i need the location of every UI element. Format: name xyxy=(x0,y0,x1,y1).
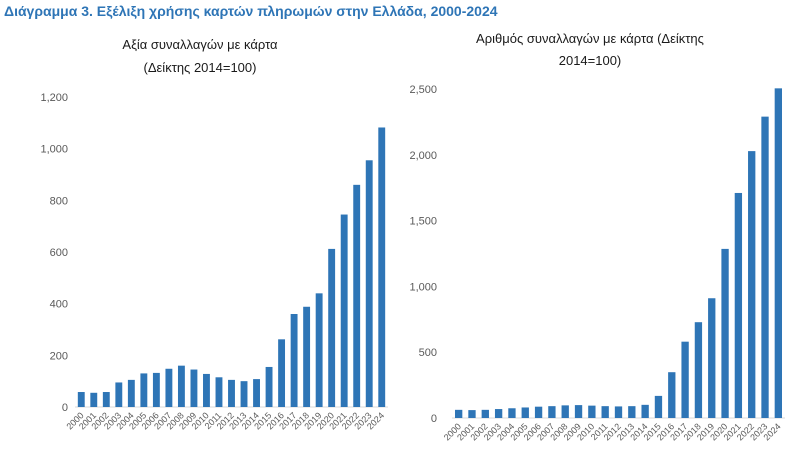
bar xyxy=(668,372,676,418)
bar xyxy=(190,369,198,407)
y-tick-label: 1,500 xyxy=(409,216,437,228)
bar xyxy=(203,373,210,407)
bar xyxy=(177,365,185,407)
bar xyxy=(278,339,286,407)
bar xyxy=(328,248,336,407)
y-tick-label: 500 xyxy=(419,347,437,359)
y-tick-label: 0 xyxy=(431,413,437,425)
bar xyxy=(694,322,703,418)
y-tick-label: 400 xyxy=(50,299,68,311)
bar xyxy=(315,293,323,407)
bar xyxy=(253,379,260,407)
bar xyxy=(548,406,556,418)
bar xyxy=(534,406,543,418)
bar xyxy=(115,382,123,407)
bar xyxy=(102,392,110,407)
bar xyxy=(494,409,503,418)
bar xyxy=(77,392,85,407)
bar xyxy=(761,116,769,419)
bar xyxy=(614,406,623,418)
chart-title: Αξία συναλλαγών με κάρτα xyxy=(122,37,278,52)
bar xyxy=(365,160,373,407)
y-tick-label: 2,500 xyxy=(409,84,437,96)
bar xyxy=(215,377,223,407)
bar xyxy=(481,409,489,418)
y-tick-label: 200 xyxy=(50,350,68,362)
bar xyxy=(588,405,596,418)
chart-subtitle: 2014=100) xyxy=(559,53,622,68)
bar xyxy=(127,379,135,407)
bar xyxy=(561,405,569,418)
bar xyxy=(708,298,716,418)
figure-title: Διάγραμμα 3. Εξέλιξη χρήσης καρτών πληρω… xyxy=(4,3,498,19)
bar xyxy=(721,248,729,418)
y-tick-label: 1,000 xyxy=(40,144,68,156)
bar xyxy=(228,379,235,407)
chart-title: Αριθμός συναλλαγών με κάρτα (Δείκτης xyxy=(476,31,704,46)
bar xyxy=(140,373,148,407)
bar xyxy=(90,392,98,407)
bar xyxy=(734,192,743,418)
bar xyxy=(454,409,463,418)
y-tick-label: 600 xyxy=(50,247,68,259)
bar xyxy=(681,341,689,418)
bar xyxy=(574,405,583,418)
bar xyxy=(353,184,361,407)
bar xyxy=(340,214,348,407)
bar xyxy=(641,404,649,418)
y-tick-label: 1,200 xyxy=(40,92,68,104)
y-tick-label: 0 xyxy=(62,402,68,414)
bar xyxy=(303,306,311,407)
bar xyxy=(774,88,783,418)
bar xyxy=(521,407,529,418)
bar xyxy=(748,151,756,418)
bar xyxy=(165,368,173,407)
bar xyxy=(628,406,636,418)
bar xyxy=(601,406,609,418)
bar xyxy=(290,314,298,407)
bar xyxy=(265,366,273,407)
bar xyxy=(152,372,160,407)
bar xyxy=(508,408,516,418)
y-tick-label: 1,000 xyxy=(409,281,437,293)
y-tick-label: 800 xyxy=(50,195,68,207)
bar xyxy=(468,410,476,418)
bar xyxy=(240,381,248,407)
y-tick-label: 2,000 xyxy=(409,150,437,162)
bar xyxy=(654,395,663,418)
bar xyxy=(378,127,386,407)
chart-subtitle: (Δείκτης 2014=100) xyxy=(144,60,257,75)
